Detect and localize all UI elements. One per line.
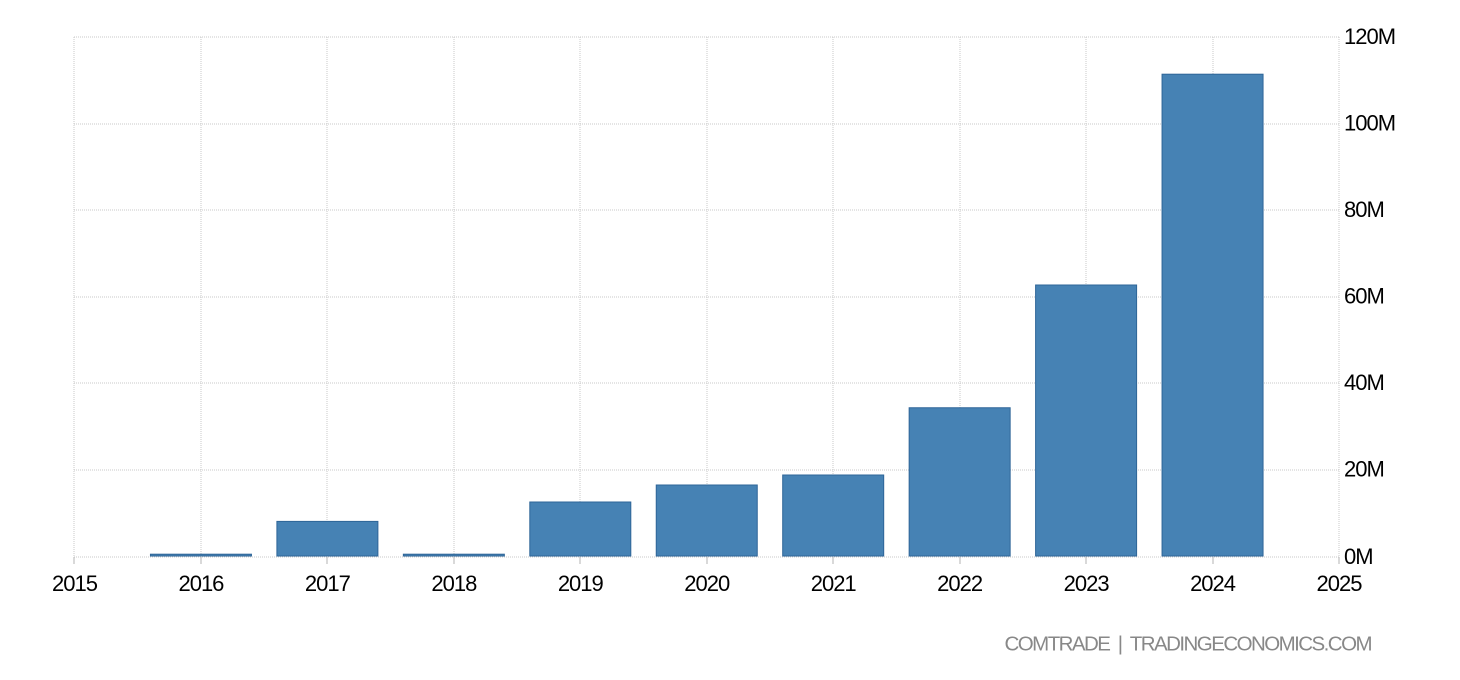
svg-text:2020: 2020 [684,571,730,596]
svg-text:2017: 2017 [305,571,351,596]
svg-text:2022: 2022 [937,571,983,596]
svg-text:2015: 2015 [52,571,98,596]
svg-text:20M: 20M [1344,457,1384,482]
svg-text:2019: 2019 [558,571,604,596]
svg-text:80M: 80M [1344,197,1384,222]
svg-text:2018: 2018 [431,571,477,596]
svg-text:2024: 2024 [1190,571,1236,596]
svg-text:0M: 0M [1344,544,1373,569]
svg-text:COMTRADE | TRADINGECONOMICS.: COMTRADE | TRADINGECONOMICS.COM [1005,633,1372,656]
svg-text:2021: 2021 [811,571,857,596]
svg-text:100M: 100M [1344,111,1395,136]
svg-text:60M: 60M [1344,284,1384,309]
svg-text:120M: 120M [1344,24,1395,49]
svg-text:40M: 40M [1344,370,1384,395]
svg-text:2025: 2025 [1317,571,1363,596]
svg-text:2023: 2023 [1064,571,1110,596]
svg-text:2016: 2016 [178,571,224,596]
